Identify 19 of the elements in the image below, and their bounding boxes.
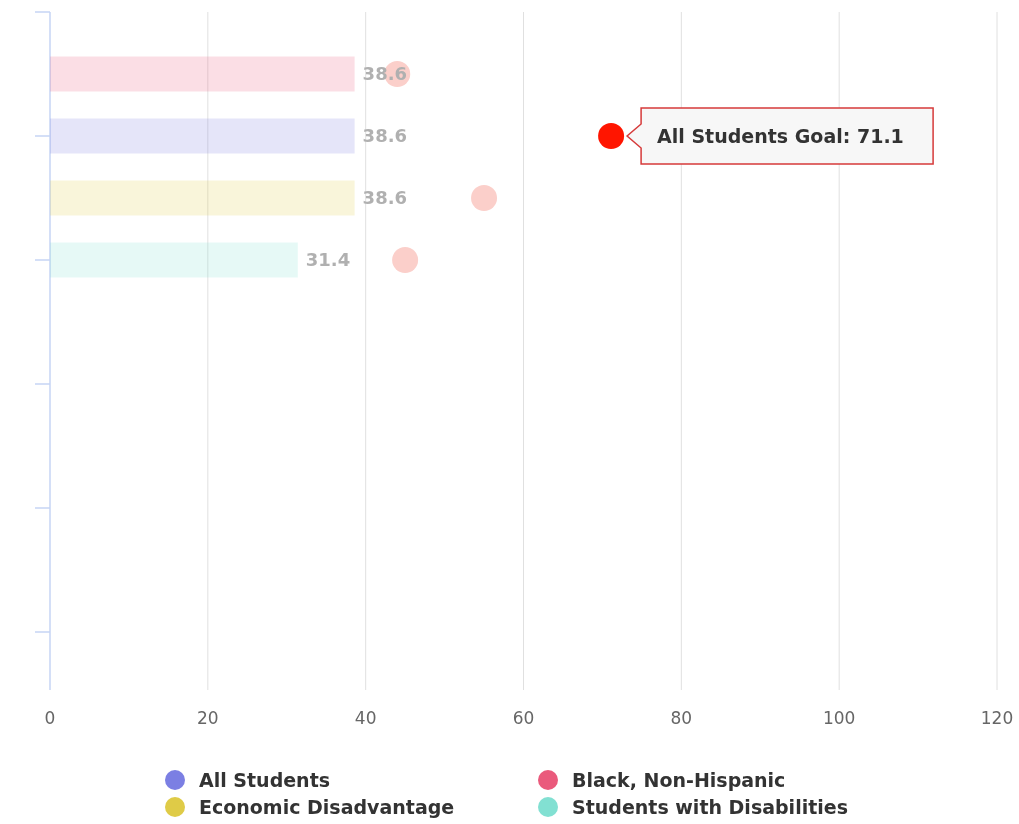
data-label: 38.6	[362, 187, 408, 209]
data-label: 38.6	[362, 63, 408, 85]
x-tick-label: 120	[980, 708, 1014, 728]
data-label: 38.6	[362, 125, 408, 147]
point	[598, 123, 625, 149]
x-tick-label: 100	[822, 708, 856, 728]
data-label: 31.4	[305, 249, 351, 271]
annotation: All Students Goal: 71.1	[657, 124, 904, 147]
x-tick-label: 20	[197, 708, 219, 728]
point	[392, 247, 419, 273]
point	[471, 185, 498, 211]
x-tick-label: 80	[670, 708, 693, 728]
legend-label: Black, Non-Hispanic	[572, 768, 786, 791]
legend-label: All Students	[199, 768, 331, 791]
x-tick-label: 0	[44, 708, 56, 728]
legend-label: Students with Disabilities	[572, 795, 848, 818]
x-tick-label: 60	[512, 708, 535, 728]
x-tick-label: 40	[354, 708, 377, 728]
legend-label: Economic Disadvantage	[199, 795, 455, 818]
